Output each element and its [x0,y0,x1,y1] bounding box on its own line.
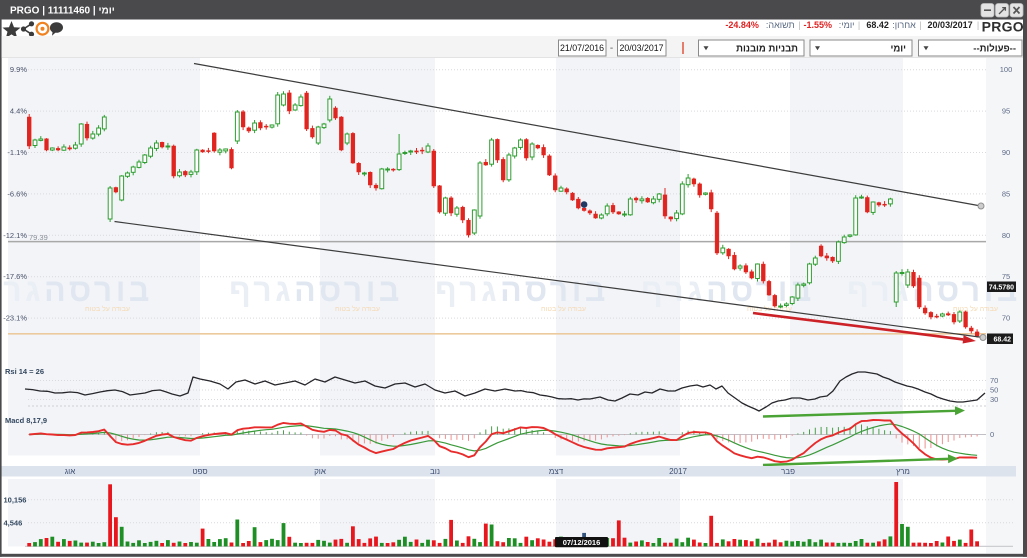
svg-text:80: 80 [1002,231,1010,240]
svg-text:Rsi 14 = 26: Rsi 14 = 26 [5,367,44,376]
svg-text:90: 90 [1002,148,1010,157]
svg-text:07/12/2016: 07/12/2016 [563,538,601,547]
svg-text:PRGO: PRGO [982,19,1024,35]
svg-text:21/07/2016: 21/07/2016 [560,43,604,53]
svg-text:|: | [977,20,979,30]
svg-text::תשואה: :תשואה [766,20,795,30]
svg-text::אחרון: :אחרון [892,20,916,30]
svg-text:ספט: ספט [192,467,207,476]
svg-text:נוב: נוב [430,467,440,476]
svg-text:79.39: 79.39 [29,233,48,242]
svg-text:-: - [610,43,613,54]
svg-text:עבודה על בטוח: עבודה על בטוח [85,305,130,313]
svg-text:אוג: אוג [65,467,75,476]
svg-text:30: 30 [990,395,998,404]
svg-text:פבר: פבר [781,467,795,476]
svg-text:|: | [798,20,800,30]
svg-text:יומי: יומי [891,44,907,55]
svg-text:4.4%: 4.4% [10,107,27,116]
svg-text:-23.1%: -23.1% [3,314,27,323]
svg-text:68.42: 68.42 [866,20,889,30]
svg-text:בורסהגרף: בורסהגרף [435,272,609,308]
svg-text:עבודה על בטוח: עבודה על בטוח [541,305,586,313]
svg-text:68.42: 68.42 [993,337,1011,344]
svg-text:-6.6%: -6.6% [7,189,27,198]
svg-text:-24.84%: -24.84% [725,20,759,30]
svg-text:Macd 8,17,9: Macd 8,17,9 [5,416,47,425]
svg-text:-1.1%: -1.1% [7,148,27,157]
svg-text:20/03/2017: 20/03/2017 [619,43,663,53]
svg-text:4,546: 4,546 [4,518,23,527]
svg-text:85: 85 [1002,189,1010,198]
svg-text:0: 0 [990,430,994,439]
svg-text:95: 95 [1002,107,1010,116]
svg-text:2017: 2017 [669,467,687,476]
svg-text:75: 75 [1002,272,1010,281]
svg-text:50: 50 [990,386,998,395]
svg-text:אוק: אוק [314,467,326,476]
svg-text:עבודה על בטוח: עבודה על בטוח [335,305,380,313]
svg-text:--פעולות--: --פעולות-- [973,44,1016,55]
svg-text:|: | [858,20,860,30]
svg-text:70: 70 [990,376,998,385]
svg-text:מרץ: מרץ [896,467,910,476]
svg-text:בורסהגרף: בורסהגרף [641,272,815,308]
svg-text:9.9%: 9.9% [10,65,27,74]
svg-text:-17.6%: -17.6% [3,272,27,281]
svg-text:דצמ: דצמ [549,467,564,476]
svg-text:עבודה על בטוח: עבודה על בטוח [953,305,998,313]
svg-text:70: 70 [1002,314,1010,323]
svg-text:PRGO | 11111460 | יומי: PRGO | 11111460 | יומי [10,6,115,17]
svg-text::יומי: :יומי [839,20,855,30]
svg-text:תבניות מובנות: תבניות מובנות [736,44,798,55]
svg-text:בורסהגרף: בורסהגרף [229,272,403,308]
svg-text:-12.1%: -12.1% [3,231,27,240]
svg-text:74.5780: 74.5780 [989,285,1014,292]
svg-text:10,156: 10,156 [4,495,27,504]
svg-text:100: 100 [1000,65,1013,74]
svg-text:בורסהגרף: בורסהגרף [0,272,153,308]
svg-text:|: | [919,20,921,30]
svg-text:20/03/2017: 20/03/2017 [928,20,973,30]
svg-text:-1.55%: -1.55% [803,20,832,30]
